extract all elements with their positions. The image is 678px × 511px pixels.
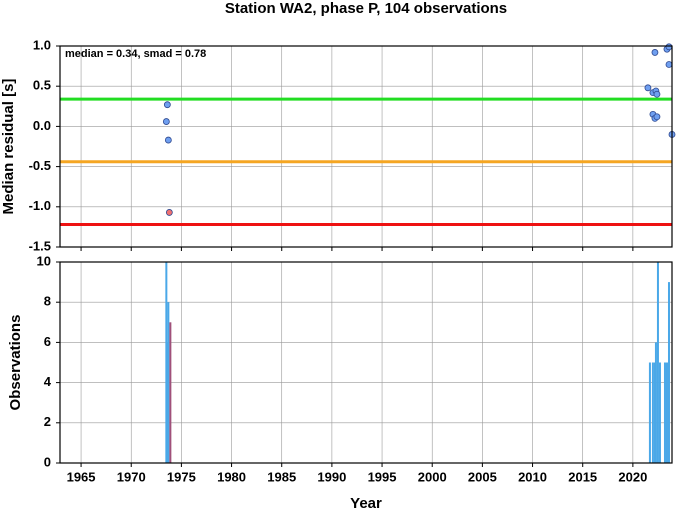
bar <box>667 282 670 463</box>
data-point <box>165 209 173 216</box>
bar <box>651 362 654 463</box>
y-tick-label: 0.0 <box>33 118 51 133</box>
bar <box>654 342 657 463</box>
y-tick-label: -1.5 <box>29 238 51 253</box>
y-axis-label: Observations <box>7 315 24 411</box>
x-tick-label: 1965 <box>67 469 96 484</box>
bar <box>167 302 170 463</box>
data-point <box>162 118 170 125</box>
y-tick-label: 6 <box>44 334 51 349</box>
data-point <box>665 43 673 51</box>
x-axis-label: Year <box>350 495 382 511</box>
bar <box>169 322 172 463</box>
data-point <box>653 113 661 121</box>
bar <box>656 262 659 463</box>
data-point <box>164 136 172 144</box>
x-tick-label: 2020 <box>618 469 647 484</box>
data-point <box>163 101 171 109</box>
x-tick-label: 2000 <box>418 469 447 484</box>
x-tick-label: 2005 <box>468 469 497 484</box>
y-tick-label: 4 <box>44 374 52 389</box>
plot-frame <box>59 45 673 248</box>
y-tick-label: 10 <box>37 253 51 268</box>
y-tick-label: -1.0 <box>29 198 51 213</box>
x-tick-label: 2015 <box>568 469 597 484</box>
x-tick-label: 1985 <box>267 469 296 484</box>
bar <box>658 362 661 463</box>
plot-frame <box>59 261 673 464</box>
bar <box>663 362 666 463</box>
y-tick-label: 2 <box>44 414 51 429</box>
data-point <box>665 61 673 68</box>
annotation: median = 0.34, smad = 0.78 <box>65 48 206 60</box>
data-point <box>651 49 659 56</box>
bar <box>648 362 651 463</box>
x-tick-label: 1975 <box>167 469 196 484</box>
x-tick-label: 1970 <box>117 469 146 484</box>
data-point <box>653 90 661 98</box>
x-tick-label: 1980 <box>217 469 246 484</box>
chart-title: Station WA2, phase P, 104 observations <box>225 0 507 17</box>
y-tick-label: 1.0 <box>33 37 51 52</box>
x-tick-label: 1990 <box>317 469 346 484</box>
bar <box>166 342 169 463</box>
bar <box>165 262 168 463</box>
y-tick-label: 8 <box>44 294 51 309</box>
x-tick-label: 2010 <box>518 469 547 484</box>
y-tick-label: 0.5 <box>33 78 51 93</box>
y-tick-label: 0 <box>44 454 51 469</box>
bar <box>665 362 668 463</box>
data-point <box>644 84 652 92</box>
bar <box>653 362 656 463</box>
y-axis-label: Median residual [s] <box>0 79 17 215</box>
x-tick-label: 1995 <box>368 469 397 484</box>
y-tick-label: -0.5 <box>29 158 51 173</box>
